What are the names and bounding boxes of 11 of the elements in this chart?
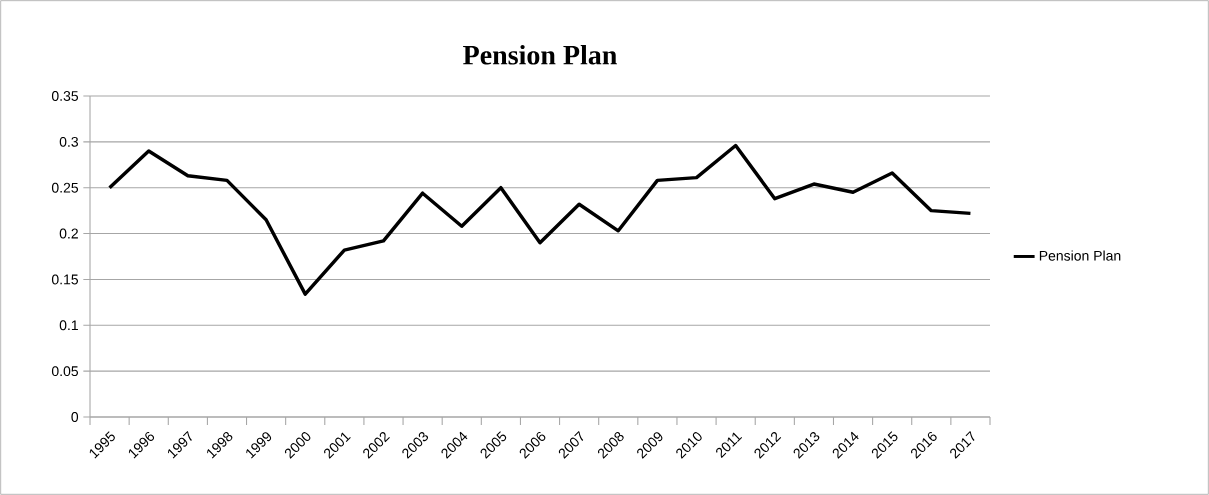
y-tick-label: 0.25	[51, 182, 79, 193]
y-tick-label: 0.3	[59, 136, 79, 147]
y-tick-label: 0	[71, 412, 79, 422]
legend-label: Pension Plan	[1039, 250, 1121, 261]
line-series	[107, 143, 973, 296]
y-tick-label: 0.35	[51, 91, 79, 101]
y-tick-label: 0.05	[51, 366, 79, 377]
y-tick-label: 0.1	[59, 320, 78, 331]
y-tick-label: 0.15	[51, 274, 79, 285]
y-tick-label: 0.2	[59, 228, 78, 239]
chart-title: Pension Plan	[463, 44, 617, 65]
